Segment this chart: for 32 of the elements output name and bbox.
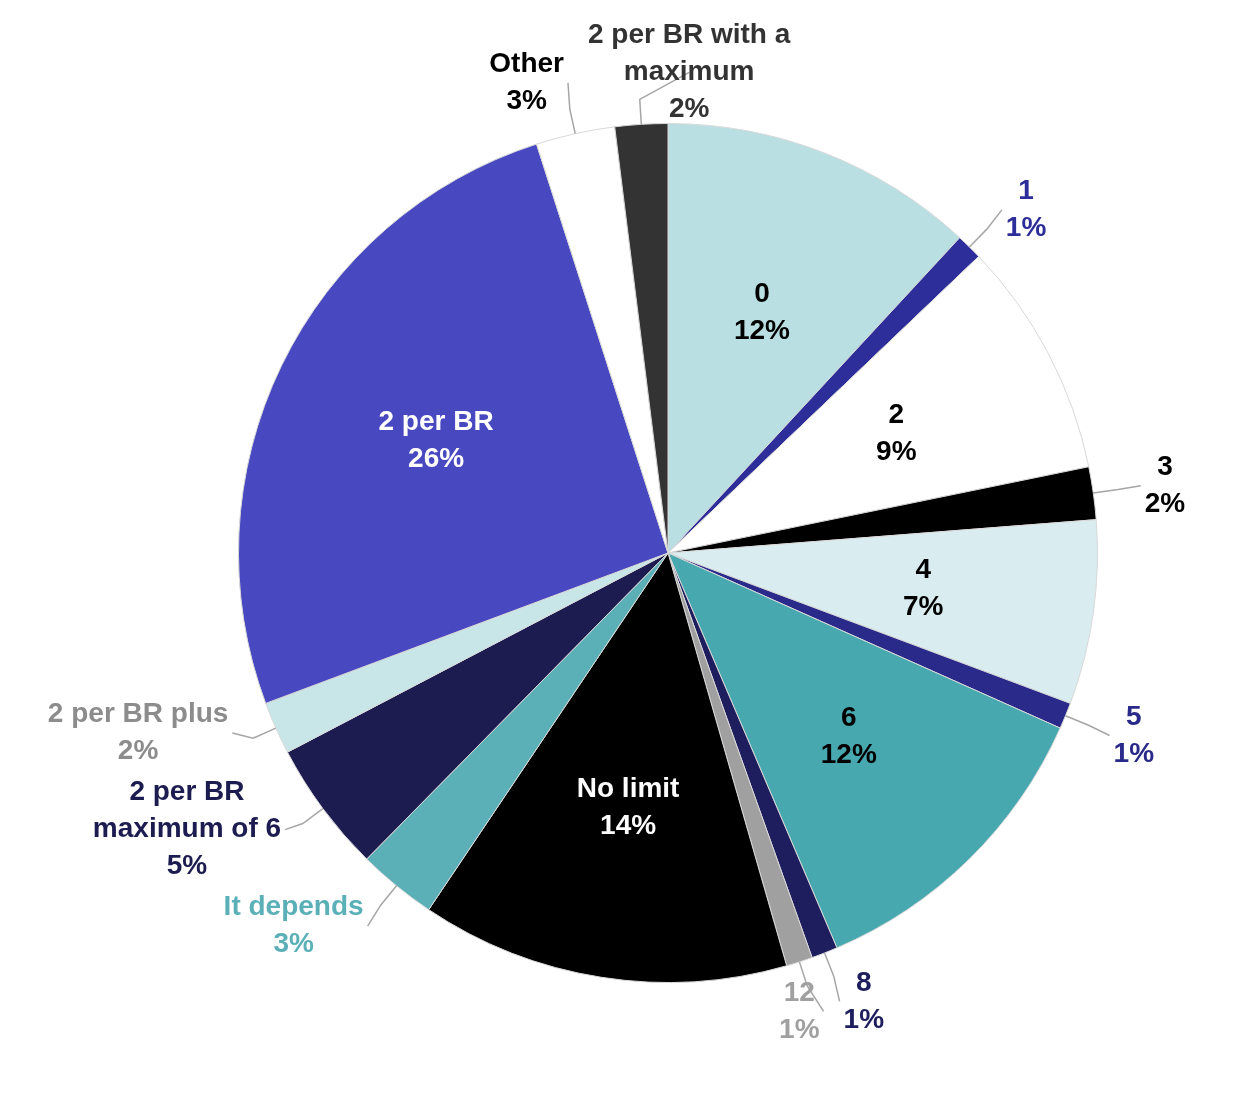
slice-label: 2 [888, 397, 905, 429]
slice-label: 3 [1157, 450, 1173, 482]
slice-label: 0 [754, 277, 770, 309]
data-label: 9% [876, 434, 917, 466]
slice-label: 1 [1018, 174, 1034, 206]
data-label: 26% [408, 441, 465, 473]
slice-label: 12 [783, 975, 815, 1007]
data-label: 1% [843, 1002, 885, 1034]
data-label: 1% [779, 1012, 820, 1044]
data-label: 12% [733, 314, 791, 346]
slice-label: 2 per BR [378, 404, 494, 436]
slice-label: 8 [856, 965, 872, 997]
slice-label: 4 [915, 553, 932, 585]
slice-label: Other [489, 47, 565, 79]
data-label: 5% [166, 849, 208, 881]
data-label: 2% [668, 92, 710, 124]
data-label: 2% [117, 734, 159, 766]
slice-label: 2 per BR maximum of 6 [92, 775, 282, 844]
slice-label: No limit [576, 771, 680, 803]
slice-label: 2 per BR with a maximum [587, 18, 791, 87]
data-label: 2% [1144, 487, 1186, 519]
data-label: 1% [1113, 736, 1155, 768]
slice-label: 6 [841, 700, 857, 732]
data-label: 12% [820, 737, 877, 769]
data-label: 14% [600, 808, 657, 840]
slice-label: 2 per BR plus [47, 697, 229, 729]
data-label: 1% [1005, 211, 1047, 243]
data-label: 7% [902, 590, 944, 622]
slice-label: 5 [1126, 699, 1142, 731]
data-label: 3% [273, 927, 314, 959]
data-label: 3% [506, 84, 547, 116]
slice-label: It depends [223, 890, 364, 922]
